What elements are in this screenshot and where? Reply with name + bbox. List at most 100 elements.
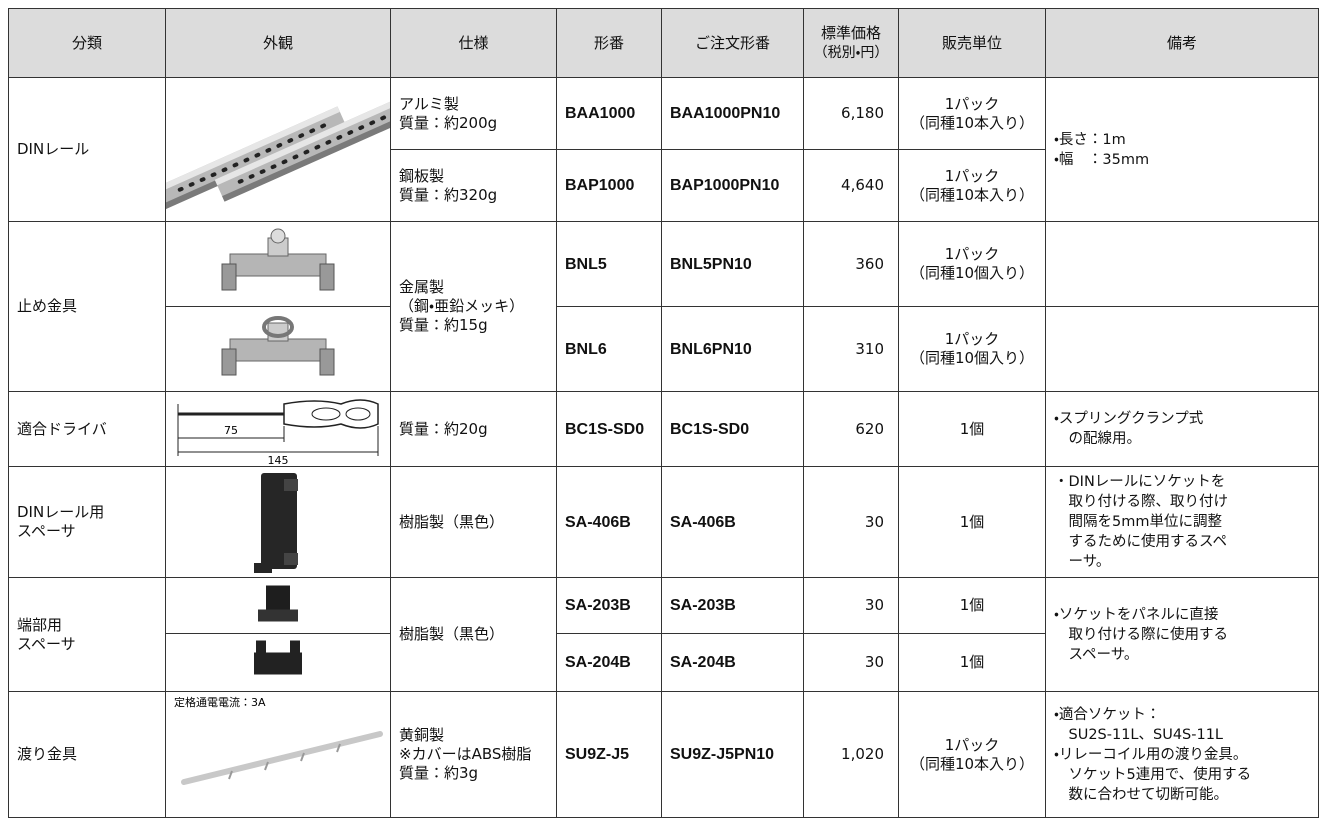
category-cell: DINレール用 スペーサ (8, 466, 166, 578)
spec-cell: 金属製 （鋼・亜鉛メッキ） 質量：約15g (390, 221, 557, 392)
text-line: 質量：約15g (399, 316, 488, 334)
text-line: 1パック (944, 330, 1000, 348)
text-line: 樹脂製（黒色） (399, 625, 505, 643)
header-cell: 形番 (556, 8, 662, 78)
model-cell: SA-406B (556, 466, 662, 578)
remarks-cell: ・長さ：1m ・幅 ：35mm (1045, 77, 1319, 222)
unit-cell: 1個 (898, 633, 1046, 692)
text-line: （同種10個入り） (909, 264, 1035, 282)
image-note: 定格通電電流：3A (174, 695, 266, 709)
text-line: 金属製 (399, 278, 445, 296)
table-row: 端部用 スペーサ 樹脂製（黒色） SA-203B SA-203B 30 1個 ・ソケットをパネ… (8, 577, 1319, 692)
table-row: DINレール用 スペーサ 樹脂製（黒色） SA-406B SA-406B 30 1個 ・DIN… (8, 466, 1319, 578)
text-line: アルミ製 (399, 94, 459, 113)
header-cell: 分類 (8, 8, 166, 78)
text-line: 1個 (959, 512, 985, 531)
text-line: ・DINレールにソケットを (1054, 474, 1226, 490)
text-line: するために使用するスペ (1068, 534, 1227, 550)
header-line: 標準価格 (820, 24, 881, 42)
order-model-cell: BAP1000PN10 (661, 149, 804, 222)
remarks-cell: ・DINレールにソケットを取り付ける際、取り付け 間隔を5mm単位に調整 するために… (1045, 466, 1319, 578)
header-cell: 外観 (165, 8, 391, 78)
model-cell: BNL5 (556, 221, 662, 307)
order-model-cell: BNL6PN10 (661, 306, 804, 392)
text-line: 取り付ける際に使用する (1068, 626, 1229, 643)
text-line: 適合ドライバ (17, 419, 107, 438)
table-row: 渡り金具 定格通電電流：3A 黄銅製 ※カバーはABS樹脂 質量：約3g SU9Z-J5 S… (8, 691, 1319, 818)
appearance-cell (165, 221, 391, 307)
text-line: 1パック (944, 166, 1000, 185)
text-line: スペーサ (17, 522, 76, 540)
text-line: 樹脂製（黒色） (399, 512, 505, 531)
model-cell: SU9Z-J5 (556, 691, 662, 818)
category-cell: 端部用 スペーサ (8, 577, 166, 692)
text-line: 渡り金具 (17, 745, 78, 763)
appearance-cell (165, 77, 391, 222)
remarks-cell: ・スプリングクランプ式 の配線用。 (1045, 391, 1319, 467)
appearance-cell (165, 306, 391, 392)
header-cell: 仕様 (390, 8, 557, 78)
product-image (254, 640, 302, 675)
price-cell: 30 (803, 577, 899, 634)
text-line: （同種10個入り） (909, 349, 1035, 367)
category-cell: 適合ドライバ (8, 391, 166, 467)
text-line: 質量：約320g (399, 185, 498, 204)
text-line: スペーサ。 (1068, 646, 1139, 663)
dimension-label: 75 (224, 424, 238, 437)
appearance-cell: 定格通電電流：3A (165, 691, 391, 818)
product-image: 定格通電電流：3A (174, 695, 383, 785)
model-cell: BAA1000 (556, 77, 662, 150)
appearance-cell: 75 145 (165, 391, 391, 467)
text-line: 取り付ける際、取り付け (1068, 494, 1229, 510)
dimension-label: 145 (268, 454, 289, 466)
text-line: 質量：約200g (399, 113, 498, 132)
spec-cell: 黄銅製 ※カバーはABS樹脂 質量：約3g (390, 691, 557, 818)
price-cell: 30 (803, 466, 899, 578)
text-line: SU2S-11L、SU4S-11L (1068, 726, 1224, 743)
spec-cell: 樹脂製（黒色） (390, 577, 557, 692)
category-cell: DINレール (8, 77, 166, 222)
header-cell: 標準価格 （税別・円） (803, 8, 899, 78)
table-row: 止め金具 金属製 （鋼・亜鉛メッキ） 質量：約15g BNL5 BNL5PN10 360 1パ… (8, 221, 1319, 392)
text-line: ・スプリングクランプ式 (1054, 411, 1204, 427)
text-line: 1パック (944, 735, 1000, 754)
order-model-cell: BNL5PN10 (661, 221, 804, 307)
appearance-cell (165, 466, 391, 578)
text-line: 端部用 (17, 615, 63, 634)
unit-cell: 1パック （同種10本入り） (898, 691, 1046, 818)
text-line: （同種10本入り） (909, 754, 1035, 773)
text-line: 1個 (959, 653, 985, 671)
text-line: ・幅 ：35mm (1054, 151, 1150, 168)
unit-cell: 1パック （同種10個入り） (898, 306, 1046, 392)
text-line: DINレール (17, 140, 90, 158)
product-table: 分類 外観 仕様 形番 ご注文形番 標準価格 （税別・円） 販売単位 備考 DIN… (8, 8, 1319, 818)
header-cell: 販売単位 (898, 8, 1046, 78)
header-cell: ご注文形番 (661, 8, 804, 78)
text-line: ※カバーはABS樹脂 (399, 745, 532, 763)
product-image (221, 316, 335, 376)
text-line: 1パック (944, 245, 1000, 263)
order-model-cell: BAA1000PN10 (661, 77, 804, 150)
product-image (254, 473, 298, 573)
remarks-cell: ・ソケットをパネルに直接 取り付ける際に使用する スペーサ。 (1045, 577, 1319, 692)
price-cell: 310 (803, 306, 899, 392)
product-image: 75 145 (177, 399, 379, 466)
category-cell: 渡り金具 (8, 691, 166, 818)
spec-cell: アルミ製 質量：約200g (390, 77, 557, 150)
text-line: 1個 (959, 419, 985, 438)
text-line: 間隔を5mm単位に調整 (1068, 514, 1222, 530)
model-cell: BC1S-SD0 (556, 391, 662, 467)
table-row: 適合ドライバ 75 145 質量：約20g BC1S-SD0 BC1S-SD0 620 1個・… (8, 391, 1319, 467)
unit-cell: 1パック （同種10本入り） (898, 77, 1046, 150)
order-model-cell: SA-406B (661, 466, 804, 578)
table-row: SA-204B SA-204B 30 1個 (9, 633, 1319, 692)
product-image (258, 585, 298, 622)
unit-cell: 1パック （同種10個入り） (898, 221, 1046, 307)
price-cell: 620 (803, 391, 899, 467)
header-row: 分類 外観 仕様 形番 ご注文形番 標準価格 （税別・円） 販売単位 備考 (8, 8, 1319, 78)
order-model-cell: BC1S-SD0 (661, 391, 804, 467)
unit-cell: 1パック （同種10本入り） (898, 149, 1046, 222)
price-cell: 4,640 (803, 149, 899, 222)
text-line: 1個 (959, 596, 985, 614)
